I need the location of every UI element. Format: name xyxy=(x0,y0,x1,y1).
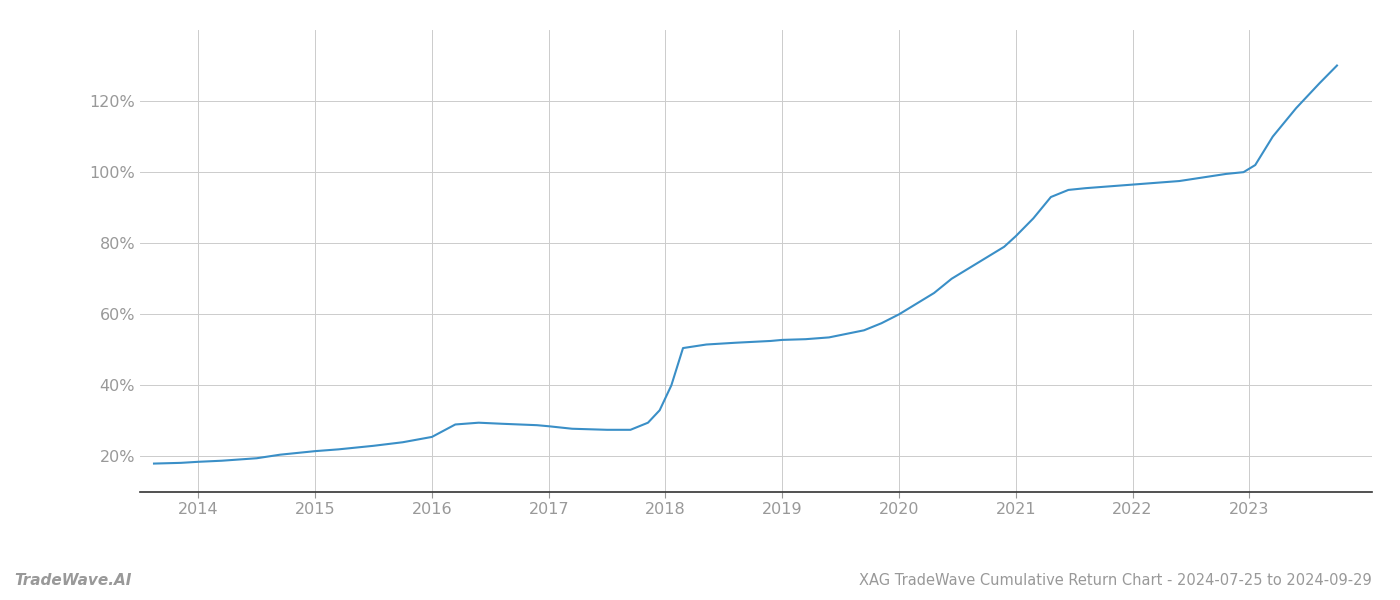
Text: TradeWave.AI: TradeWave.AI xyxy=(14,573,132,588)
Text: XAG TradeWave Cumulative Return Chart - 2024-07-25 to 2024-09-29: XAG TradeWave Cumulative Return Chart - … xyxy=(860,573,1372,588)
